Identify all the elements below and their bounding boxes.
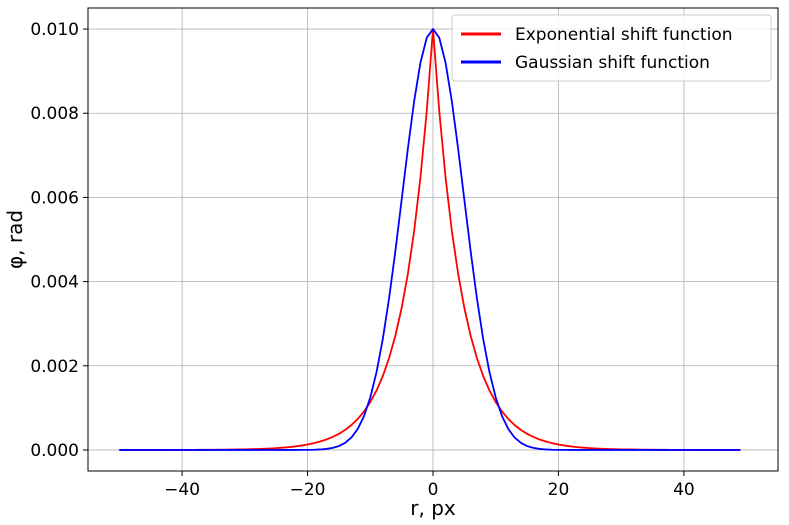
x-axis-ticks: −40 −20 0 20 40 bbox=[164, 471, 695, 500]
legend-label-gaussian: Gaussian shift function bbox=[515, 53, 710, 73]
legend-box bbox=[451, 14, 772, 82]
series-lines bbox=[119, 28, 741, 451]
y-axis-ticks: 0.000 0.002 0.004 0.006 0.008 0.010 bbox=[30, 20, 88, 461]
series-line-exponential bbox=[119, 28, 741, 451]
series-line-gaussian bbox=[119, 28, 741, 451]
x-tick-label: −40 bbox=[164, 480, 200, 500]
y-tick-label: 0.008 bbox=[30, 104, 79, 124]
x-tick-label: −20 bbox=[290, 480, 326, 500]
y-tick-label: 0.006 bbox=[30, 188, 79, 208]
y-tick-label: 0.004 bbox=[30, 273, 79, 293]
x-tick-label: 40 bbox=[673, 480, 695, 500]
y-tick-label: 0.002 bbox=[30, 357, 79, 377]
x-axis-label: r, px bbox=[410, 496, 456, 520]
y-axis-label: φ, rad bbox=[3, 210, 27, 269]
x-tick-label: 20 bbox=[548, 480, 570, 500]
x-tick-label: 0 bbox=[428, 480, 439, 500]
legend: Exponential shift function Gaussian shif… bbox=[451, 14, 772, 82]
legend-label-exponential: Exponential shift function bbox=[515, 25, 733, 45]
y-tick-label: 0.010 bbox=[30, 20, 79, 40]
y-tick-label: 0.000 bbox=[30, 441, 79, 461]
